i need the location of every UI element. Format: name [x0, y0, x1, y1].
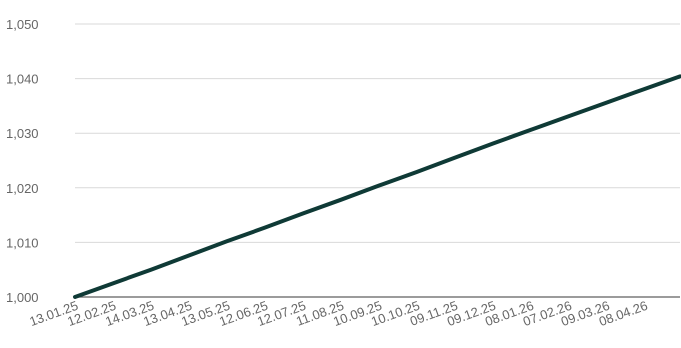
series-line — [73, 74, 681, 299]
grid-lines — [75, 23, 680, 243]
y-tick-label: 1,010 — [6, 235, 39, 250]
y-tick-label: 1,020 — [6, 181, 39, 196]
y-tick-label: 1,050 — [6, 17, 39, 32]
y-tick-label: 1,000 — [6, 290, 39, 305]
y-tick-label: 1,040 — [6, 72, 39, 87]
x-axis-tick-labels: 13.01.2512.02.2514.03.2513.04.2513.05.25… — [27, 298, 649, 329]
y-tick-label: 1,030 — [6, 126, 39, 141]
y-axis-tick-labels: 1,000 1,010 1,020 1,030 1,040 1,050 — [6, 17, 39, 305]
